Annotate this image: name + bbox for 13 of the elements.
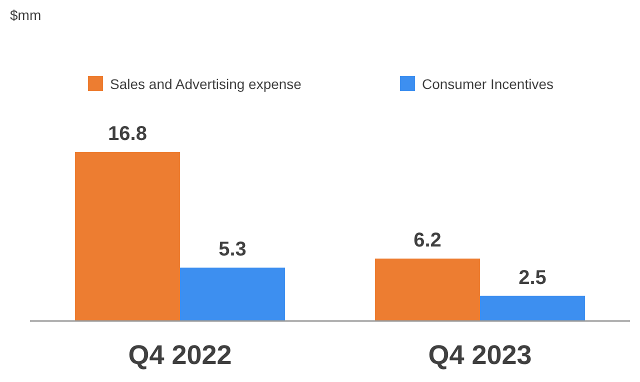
data-label: 6.2 (414, 230, 442, 252)
data-label: 16.8 (108, 123, 147, 145)
legend-label: Sales and Advertising expense (110, 76, 302, 92)
bar (375, 258, 480, 321)
legend-label: Consumer Incentives (422, 76, 554, 92)
x-tick-label: Q4 2022 (128, 340, 232, 370)
bar (75, 152, 180, 321)
x-tick-label: Q4 2023 (428, 340, 532, 370)
bar (180, 268, 285, 321)
data-label: 5.3 (218, 238, 246, 261)
text: $mm (10, 7, 42, 23)
bar (480, 296, 585, 321)
data-label: 2.5 (518, 266, 546, 289)
